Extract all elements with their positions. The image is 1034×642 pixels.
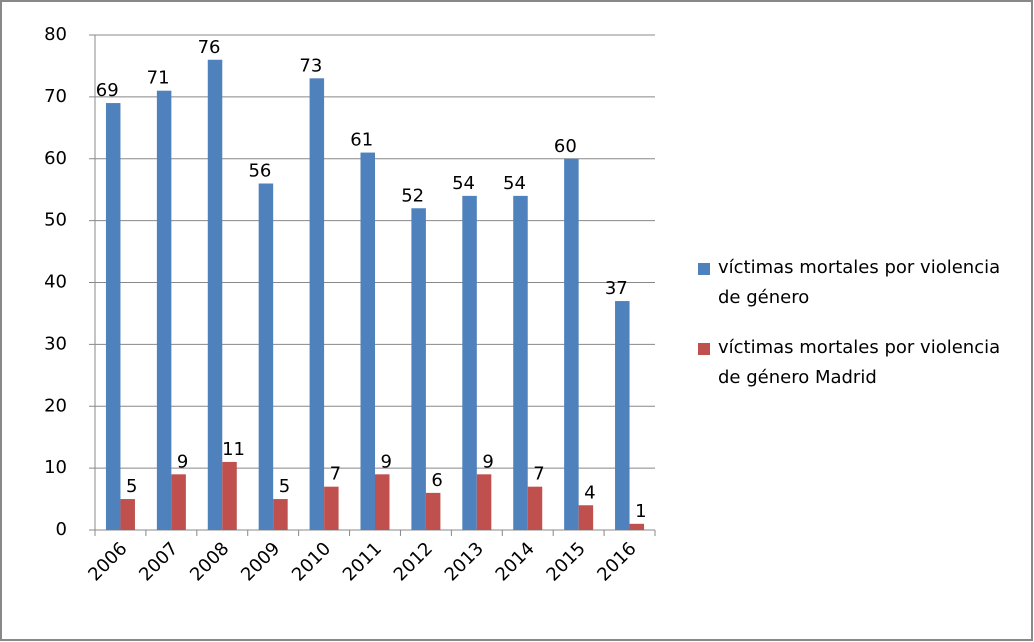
value-label: 73 <box>299 55 322 76</box>
x-tick-label: 2011 <box>339 538 386 585</box>
x-tick-label: 2007 <box>135 538 182 585</box>
bar <box>578 505 594 530</box>
value-label: 9 <box>177 451 188 472</box>
value-label: 7 <box>533 464 544 485</box>
legend-item: víctimas mortales por violencia de géner… <box>698 253 1028 313</box>
value-label: 1 <box>635 501 646 522</box>
value-label: 56 <box>248 161 271 182</box>
bar <box>462 195 477 530</box>
bar <box>360 152 375 530</box>
value-label: 7 <box>330 464 341 485</box>
x-tick-label: 2012 <box>390 538 437 585</box>
y-tick-label: 50 <box>44 210 67 231</box>
value-label: 4 <box>584 482 595 503</box>
value-label: 69 <box>96 80 119 101</box>
y-tick-label: 40 <box>44 272 67 293</box>
y-tick-label: 0 <box>56 519 67 540</box>
bar <box>309 78 325 530</box>
y-tick-label: 80 <box>44 24 67 45</box>
bar <box>171 474 186 530</box>
x-tick-label: 2008 <box>186 538 233 585</box>
value-label: 11 <box>222 439 245 460</box>
value-label: 60 <box>554 136 577 157</box>
value-label: 61 <box>350 130 373 151</box>
x-tick-label: 2010 <box>288 538 335 585</box>
value-label: 71 <box>147 68 170 89</box>
bar <box>527 486 543 530</box>
bar <box>375 474 390 530</box>
bar <box>513 195 528 530</box>
bar <box>425 492 441 530</box>
y-tick-label: 20 <box>44 395 67 416</box>
value-label: 9 <box>482 451 493 472</box>
y-tick-label: 10 <box>44 457 67 478</box>
bar <box>156 90 172 530</box>
bar <box>324 486 339 530</box>
x-tick-label: 2006 <box>84 538 131 585</box>
bar <box>222 461 237 530</box>
bar <box>207 59 223 530</box>
bar <box>258 183 274 530</box>
x-tick-label: 2014 <box>492 538 539 585</box>
value-label: 76 <box>198 37 221 58</box>
legend-label: víctimas mortales por violencia de géner… <box>718 257 1001 308</box>
bar <box>629 523 645 530</box>
x-tick-label: 2013 <box>441 538 488 585</box>
value-label: 37 <box>605 278 628 299</box>
bar <box>615 301 630 530</box>
legend-swatch <box>698 263 710 275</box>
value-label: 6 <box>431 470 442 491</box>
value-label: 5 <box>126 476 137 497</box>
legend-label: víctimas mortales por violencia de géner… <box>718 337 1001 388</box>
x-tick-label: 2016 <box>593 538 640 585</box>
legend-item: víctimas mortales por violencia de géner… <box>698 333 1028 393</box>
value-label: 52 <box>401 185 424 206</box>
y-tick-label: 30 <box>44 333 67 354</box>
value-label: 54 <box>503 173 526 194</box>
bar <box>476 474 492 530</box>
bar <box>564 158 579 530</box>
legend-swatch <box>698 343 710 355</box>
value-label: 5 <box>279 476 290 497</box>
y-tick-label: 70 <box>44 86 67 107</box>
bar <box>411 208 426 530</box>
x-tick-label: 2009 <box>237 538 284 585</box>
x-tick-label: 2015 <box>542 538 589 585</box>
value-label: 54 <box>452 173 475 194</box>
bar <box>273 499 288 530</box>
bar <box>120 499 135 530</box>
y-tick-label: 60 <box>44 148 67 169</box>
value-label: 9 <box>381 451 392 472</box>
bar <box>105 103 121 530</box>
